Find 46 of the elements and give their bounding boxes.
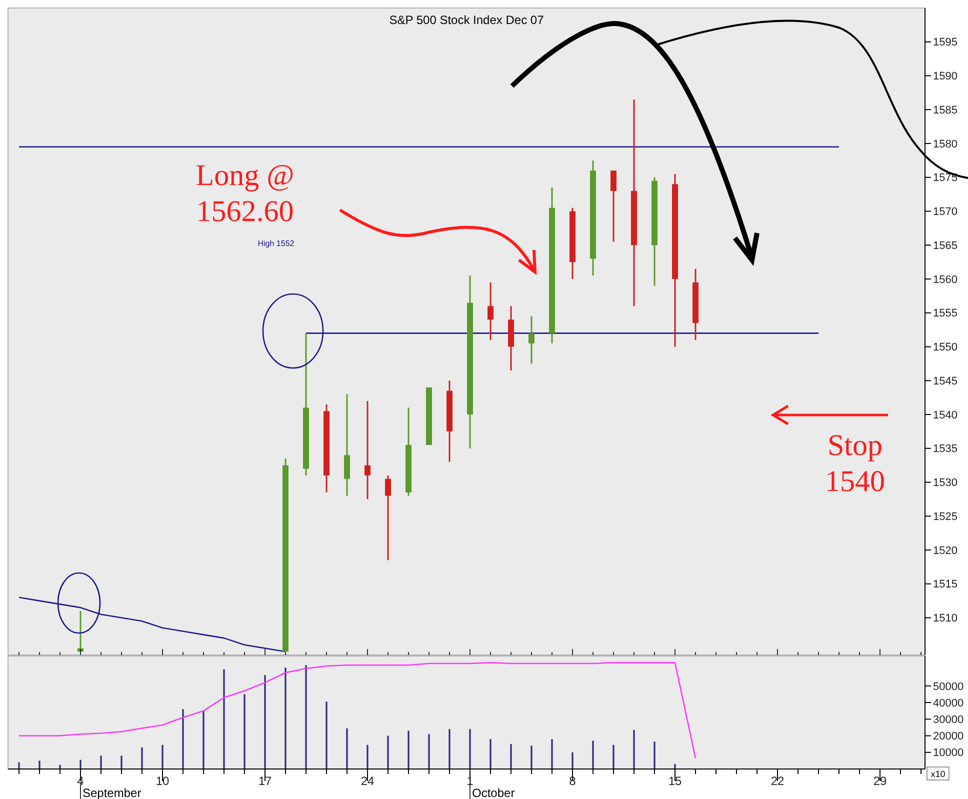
y-tick-label: 30000 [933, 714, 964, 726]
annotation: High 1552 [258, 239, 295, 248]
y-tick-label: 10000 [933, 747, 964, 760]
y-tick-label: 1590 [933, 70, 958, 83]
y-tick-label: 1585 [933, 104, 958, 116]
x-tick-label: 1 [466, 774, 474, 788]
line-series [18, 596, 286, 652]
y-tick-label: 1515 [933, 578, 958, 591]
y-tick-label: 1555 [933, 308, 958, 320]
text: x10 [930, 769, 946, 779]
x-tick-label: 22 [770, 774, 784, 788]
y-tick-label: 1575 [933, 172, 958, 184]
x-tick-label: 10 [156, 774, 170, 788]
y-tick-label: 1595 [933, 36, 958, 49]
annotation: Stop 1540 [825, 429, 885, 498]
x-tick-label: 17 [258, 774, 272, 788]
y-tick-label: 1580 [933, 138, 958, 150]
candlestick [364, 400, 370, 500]
y-tick-label: 20000 [933, 730, 964, 743]
y-tick-label: 1535 [933, 443, 958, 456]
candlestick [344, 393, 350, 497]
y-tick-label: 1545 [933, 375, 958, 388]
y-tick-label: 1510 [933, 612, 958, 625]
x-tick-label: 8 [569, 774, 576, 788]
x-tick-label: 24 [360, 774, 374, 788]
candlestick [488, 282, 494, 341]
y-tick-label: 1530 [933, 477, 958, 490]
y-tick-label: 1570 [933, 206, 958, 218]
y-tick-label: 40000 [933, 697, 964, 710]
x-tick-label: 29 [873, 774, 887, 788]
y-tick-label: 1520 [933, 544, 958, 557]
candlestick [528, 316, 534, 364]
text: October [472, 786, 515, 799]
candlestick [385, 474, 391, 561]
x-tick-label: 4 [77, 774, 84, 788]
y-tick-label: 1540 [933, 409, 958, 422]
y-tick-label: 1525 [933, 510, 958, 523]
line-series [18, 662, 696, 759]
text: S&P 500 Stock Index Dec 07 [389, 13, 544, 27]
candlestick [610, 170, 616, 242]
y-tick-label: 1560 [933, 274, 958, 286]
y-tick-label: 1565 [933, 240, 958, 252]
annotation: Long @ 1562.60 [196, 159, 294, 228]
x-tick-label: 15 [668, 774, 682, 788]
y-tick-label: 1550 [933, 342, 958, 354]
y-tick-label: 50000 [933, 680, 964, 693]
